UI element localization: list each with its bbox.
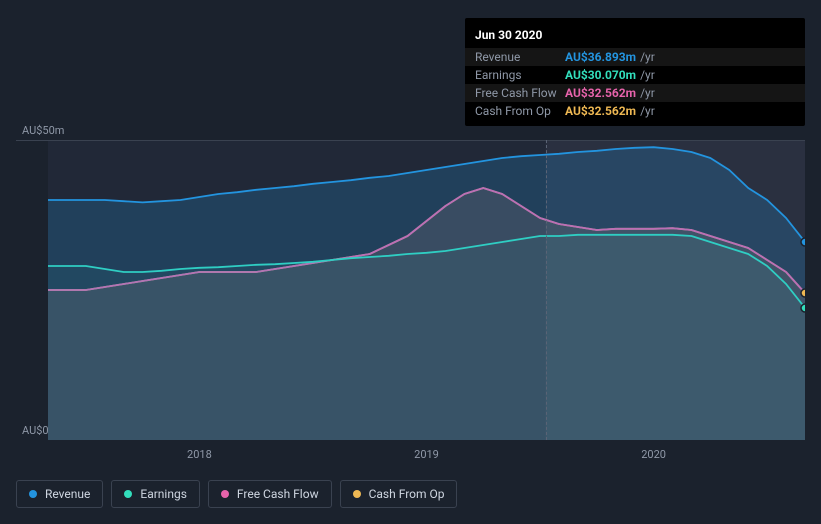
legend-dot-icon <box>221 490 229 498</box>
tooltip-panel: Jun 30 2020 RevenueAU$36.893m/yrEarnings… <box>465 18 805 126</box>
tooltip-row-unit: /yr <box>640 104 655 118</box>
y-axis-top-label: AU$50m <box>22 124 64 137</box>
tooltip-row-label: Free Cash Flow <box>475 86 565 100</box>
tooltip-row: Cash From OpAU$32.562m/yr <box>465 102 805 120</box>
chart-plot-area[interactable] <box>16 140 805 440</box>
tooltip-row-value: AU$36.893m <box>565 50 636 64</box>
tooltip-row-label: Cash From Op <box>475 104 565 118</box>
tooltip-row-unit: /yr <box>640 68 655 82</box>
legend-button[interactable]: Free Cash Flow <box>208 480 332 508</box>
tooltip-row-value: AU$32.562m <box>565 104 636 118</box>
tooltip-row-value: AU$30.070m <box>565 68 636 82</box>
x-tick-label: 2018 <box>187 448 212 461</box>
x-axis-ticks: 2018 2019 2020 <box>16 448 805 464</box>
tooltip-row-unit: /yr <box>640 86 655 100</box>
legend-label: Earnings <box>140 487 187 501</box>
x-tick-label: 2019 <box>414 448 439 461</box>
chart-container: Jun 30 2020 RevenueAU$36.893m/yrEarnings… <box>0 0 821 524</box>
tooltip-row-unit: /yr <box>640 50 655 64</box>
tooltip-row: EarningsAU$30.070m/yr <box>465 66 805 84</box>
x-tick-label: 2020 <box>641 448 666 461</box>
tooltip-row-label: Earnings <box>475 68 565 82</box>
area-chart-svg <box>16 140 805 440</box>
tooltip-row-value: AU$32.562m <box>565 86 636 100</box>
legend-label: Free Cash Flow <box>237 487 319 501</box>
legend-dot-icon <box>29 490 37 498</box>
legend: Revenue Earnings Free Cash Flow Cash From O… <box>16 480 457 508</box>
tooltip-row: RevenueAU$36.893m/yr <box>465 48 805 66</box>
tooltip-row-label: Revenue <box>475 50 565 64</box>
legend-button[interactable]: Cash From Op <box>340 480 458 508</box>
legend-label: Cash From Op <box>369 487 445 501</box>
legend-button[interactable]: Revenue <box>16 480 103 508</box>
legend-button[interactable]: Earnings <box>111 480 200 508</box>
tooltip-title: Jun 30 2020 <box>465 24 805 48</box>
legend-dot-icon <box>353 490 361 498</box>
legend-label: Revenue <box>45 487 90 501</box>
tooltip-row: Free Cash FlowAU$32.562m/yr <box>465 84 805 102</box>
legend-dot-icon <box>124 490 132 498</box>
hover-line <box>546 140 548 440</box>
